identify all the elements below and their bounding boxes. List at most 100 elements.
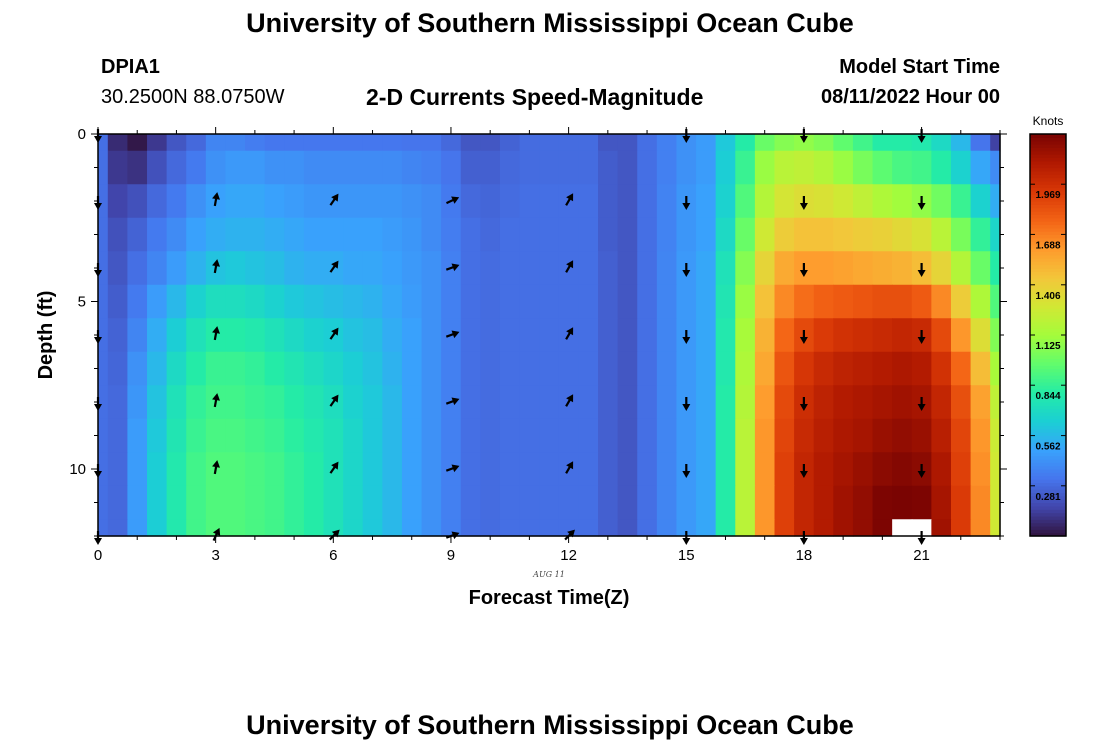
heatmap-cell — [833, 418, 854, 453]
heatmap-cell — [147, 150, 168, 185]
heatmap-cell — [362, 485, 383, 520]
colorbar-segment — [1030, 278, 1066, 282]
arrow-head — [566, 327, 574, 336]
heatmap-cell — [362, 150, 383, 185]
heatmap-cell — [166, 150, 187, 185]
heatmap-cell — [303, 418, 325, 453]
colorbar-segment — [1030, 418, 1066, 423]
heatmap-cell — [147, 385, 168, 420]
heatmap-cell — [637, 318, 658, 353]
heatmap-cell — [656, 485, 678, 520]
heatmap-cell — [499, 134, 521, 152]
heatmap-cell — [617, 284, 638, 319]
x-tick-label: 15 — [678, 547, 695, 564]
heatmap-cell — [833, 284, 854, 319]
heatmap-cell — [441, 150, 462, 185]
heatmap-cell — [401, 251, 423, 286]
heatmap-cell — [98, 351, 109, 386]
heatmap-cell — [205, 150, 227, 185]
current-vector-arrow — [212, 192, 220, 207]
heatmap-cell — [382, 184, 403, 219]
heatmap-cell — [107, 150, 129, 185]
current-vector-arrow — [445, 397, 460, 406]
station-coordinates: 30.2500N 88.0750W — [101, 86, 285, 108]
heatmap-cell — [931, 452, 952, 487]
heatmap-cell — [578, 519, 599, 537]
current-vector-arrow — [445, 263, 460, 272]
heatmap-cell — [323, 134, 344, 152]
heatmap-cell — [637, 485, 658, 520]
heatmap-cell — [774, 385, 795, 420]
colorbar-tick-label: 1.125 — [1035, 341, 1060, 352]
heatmap-cell — [401, 385, 423, 420]
heatmap-cell — [990, 134, 1001, 152]
colorbar-segment — [1030, 264, 1066, 269]
heatmap-cell — [676, 134, 697, 152]
heatmap-cell — [225, 284, 246, 319]
x-tick-label: 9 — [447, 547, 455, 564]
colorbar-segment — [1030, 408, 1066, 413]
colorbar-segment — [1030, 301, 1066, 306]
y-tick-label: 0 — [78, 126, 86, 143]
heatmap-cell — [872, 134, 893, 152]
page-title: University of Southern Mississippi Ocean… — [246, 8, 854, 38]
heatmap-cell — [578, 284, 599, 319]
heatmap-cell — [98, 452, 109, 487]
heatmap-cell — [892, 251, 913, 286]
heatmap-cell — [147, 251, 168, 286]
speed-heatmap — [98, 134, 1001, 537]
heatmap-cell — [98, 385, 109, 420]
heatmap-cell — [539, 318, 560, 353]
heatmap-cell — [715, 519, 736, 537]
colorbar-segment — [1030, 227, 1066, 232]
heatmap-cell — [735, 184, 756, 219]
heatmap-cell — [480, 485, 501, 520]
colorbar-segment — [1030, 257, 1066, 262]
x-tick-label: 21 — [913, 547, 930, 564]
heatmap-cell — [186, 318, 207, 353]
heatmap-cell — [872, 251, 893, 286]
current-vector-arrow — [682, 196, 691, 210]
colorbar-tick-label: 0.844 — [1035, 391, 1060, 402]
heatmap-cell — [950, 150, 972, 185]
arrow-head — [682, 136, 691, 143]
heatmap-cell — [460, 150, 481, 185]
heatmap-cell — [186, 418, 207, 453]
heatmap-cell — [735, 485, 756, 520]
heatmap-cell — [617, 418, 638, 453]
heatmap-cell — [284, 284, 305, 319]
heatmap-cell — [225, 150, 246, 185]
heatmap-cell — [127, 452, 148, 487]
heatmap-cell — [539, 351, 560, 386]
heatmap-cell — [950, 318, 972, 353]
colorbar-segment — [1030, 395, 1066, 400]
colorbar-tick-label: 1.688 — [1035, 240, 1060, 251]
heatmap-cell — [382, 251, 403, 286]
colorbar-segment — [1030, 388, 1066, 393]
heatmap-cell — [892, 184, 913, 219]
heatmap-cell — [617, 519, 638, 537]
colorbar-segment — [1030, 495, 1066, 500]
colorbar-segment — [1030, 224, 1066, 229]
heatmap-cell — [578, 217, 599, 252]
heatmap-cell — [950, 251, 972, 286]
heatmap-cell — [558, 418, 580, 453]
heatmap-cell — [617, 351, 638, 386]
heatmap-cell — [186, 251, 207, 286]
current-vector-arrow — [329, 327, 339, 340]
heatmap-cell — [245, 134, 266, 152]
x-tick-label: 18 — [796, 547, 813, 564]
colorbar-segment — [1030, 338, 1066, 343]
heatmap-cell — [323, 485, 344, 520]
heatmap-cell — [637, 134, 658, 152]
colorbar-segment — [1030, 241, 1066, 246]
current-vector-arrow — [329, 260, 339, 273]
y-tick-label: 5 — [78, 294, 86, 311]
heatmap-cell — [754, 418, 776, 453]
current-vector-arrow — [917, 330, 926, 344]
current-vector-arrow — [212, 393, 220, 408]
heatmap-cell — [578, 385, 599, 420]
heatmap-cell — [284, 318, 305, 353]
heatmap-cell — [990, 251, 1001, 286]
heatmap-cell — [656, 284, 678, 319]
